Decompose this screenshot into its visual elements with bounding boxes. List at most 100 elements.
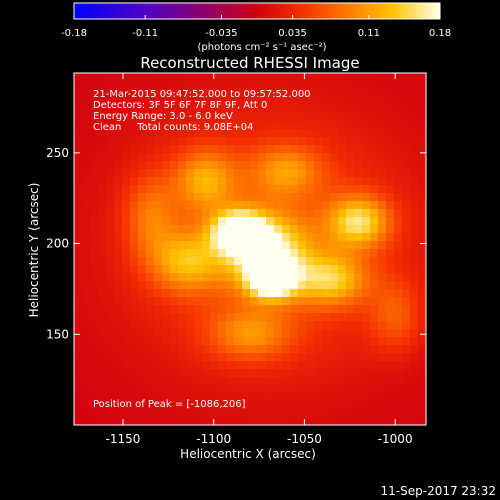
heatmap-cell (98, 313, 107, 322)
heatmap-cell (274, 177, 283, 186)
heatmap-cell (154, 361, 163, 370)
heatmap-cell (410, 185, 419, 194)
heatmap-cell (362, 281, 371, 290)
heatmap-cell (322, 313, 331, 322)
heatmap-cell (418, 393, 426, 402)
heatmap-cell (186, 329, 195, 338)
heatmap-cell (210, 201, 219, 210)
heatmap-cell (122, 225, 131, 234)
heatmap-cell (202, 385, 211, 394)
heatmap-cell (354, 161, 363, 170)
heatmap-cell (146, 345, 155, 354)
heatmap-cell (386, 345, 395, 354)
heatmap-cell (210, 289, 219, 298)
heatmap-cell (314, 353, 323, 362)
heatmap-cell (170, 345, 179, 354)
heatmap-cell (178, 185, 187, 194)
heatmap-cell (82, 145, 91, 154)
heatmap-cell (290, 385, 299, 394)
heatmap-cell (394, 297, 403, 306)
heatmap-cell (314, 233, 323, 242)
heatmap-cell (146, 217, 155, 226)
heatmap-cell (98, 409, 107, 418)
heatmap-cell (322, 369, 331, 378)
heatmap-cell (362, 265, 371, 274)
heatmap-cell (226, 185, 235, 194)
heatmap-cell (170, 193, 179, 202)
heatmap-cell (218, 257, 227, 266)
heatmap-cell (250, 289, 259, 298)
heatmap-cell (218, 353, 227, 362)
heatmap-cell (106, 153, 115, 162)
heatmap-cell (418, 161, 426, 170)
heatmap-cell (218, 113, 227, 122)
heatmap-cell (218, 185, 227, 194)
heatmap-cell (162, 169, 171, 178)
heatmap-cell (306, 241, 315, 250)
heatmap-cell (210, 273, 219, 282)
heatmap-cell (410, 369, 419, 378)
heatmap-cell (394, 177, 403, 186)
heatmap-cell (418, 297, 426, 306)
heatmap-cell (114, 145, 123, 154)
heatmap-cell (154, 209, 163, 218)
heatmap-cell (266, 289, 275, 298)
heatmap-cell (410, 217, 419, 226)
heatmap-cell (338, 401, 347, 410)
heatmap-cell (346, 393, 355, 402)
heatmap-cell (282, 193, 291, 202)
heatmap-cell (330, 177, 339, 186)
heatmap-cell (362, 177, 371, 186)
heatmap-cell (418, 217, 426, 226)
heatmap-cell (354, 273, 363, 282)
heatmap-cell (106, 121, 115, 130)
heatmap-cell (178, 217, 187, 226)
heatmap-cell (410, 273, 419, 282)
heatmap-cell (82, 329, 91, 338)
heatmap-cell (266, 113, 275, 122)
heatmap-cell (346, 169, 355, 178)
heatmap-cell (370, 393, 379, 402)
heatmap-cell (162, 337, 171, 346)
heatmap-cell (338, 209, 347, 218)
heatmap-cell (162, 137, 171, 146)
heatmap-cell (322, 273, 331, 282)
heatmap-cell (258, 145, 267, 154)
colorbar-tick-label: 0.18 (429, 28, 451, 39)
heatmap-cell (410, 81, 419, 90)
heatmap-cell (202, 401, 211, 410)
heatmap-cell (154, 369, 163, 378)
heatmap-cell (106, 289, 115, 298)
heatmap-cell (218, 89, 227, 98)
heatmap-cell (266, 281, 275, 290)
heatmap-cell (226, 345, 235, 354)
heatmap-cell (202, 97, 211, 106)
heatmap-cell (394, 121, 403, 130)
heatmap-cell (346, 249, 355, 258)
heatmap-cell (274, 185, 283, 194)
heatmap-cell (306, 289, 315, 298)
heatmap-cell (178, 97, 187, 106)
heatmap-cell (418, 201, 426, 210)
heatmap-cell (274, 201, 283, 210)
heatmap-cell (250, 97, 259, 106)
heatmap-cell (306, 281, 315, 290)
heatmap-cell (162, 89, 171, 98)
heatmap-cell (106, 265, 115, 274)
heatmap-cell (90, 241, 99, 250)
heatmap-cell (162, 97, 171, 106)
heatmap-cell (90, 105, 99, 114)
heatmap-cell (178, 225, 187, 234)
heatmap-cell (306, 249, 315, 258)
heatmap-cell (194, 401, 203, 410)
heatmap-cell (250, 361, 259, 370)
heatmap-cell (282, 209, 291, 218)
heatmap-cell (162, 345, 171, 354)
heatmap-cell (218, 121, 227, 130)
heatmap-cell (114, 153, 123, 162)
heatmap-cell (82, 417, 91, 425)
heatmap-cell (394, 337, 403, 346)
heatmap-cell (178, 129, 187, 138)
y-tick-label: 250 (46, 146, 69, 160)
heatmap-cell (98, 145, 107, 154)
